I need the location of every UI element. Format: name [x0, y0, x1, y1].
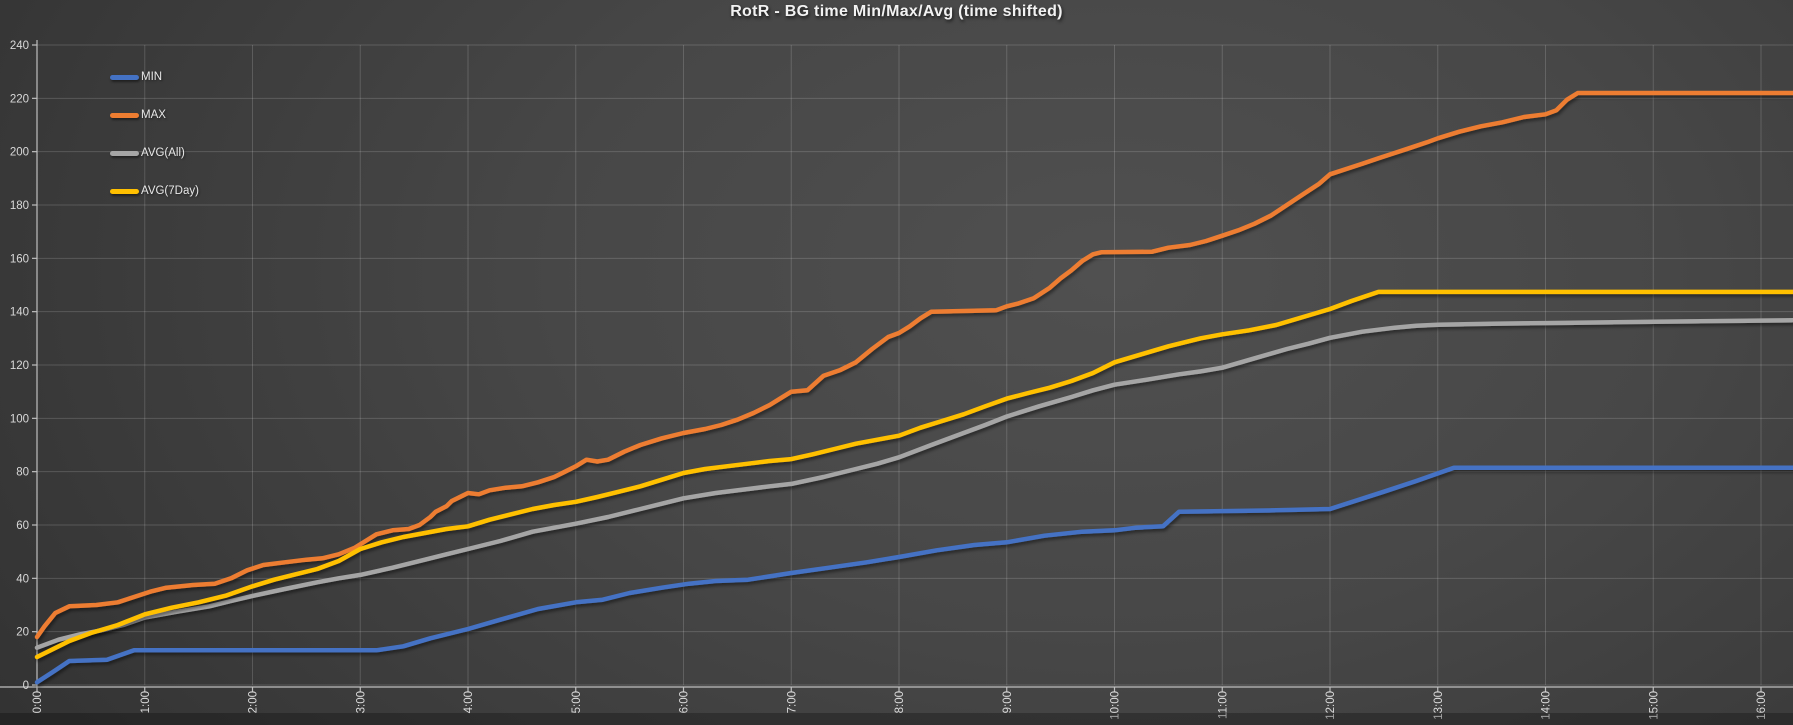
x-tick-label: 5:00: [571, 691, 583, 713]
y-tick-label: 80: [16, 467, 29, 479]
legend-swatch-max-icon: [110, 112, 139, 118]
x-tick-label: 7:00: [786, 691, 798, 713]
x-axis[interactable]: 0:00 1:00 2:00 3:00 4:00 5:00 6:00 7:00 8:00 9:00…: [32, 691, 1768, 720]
axes: [0, 40, 1793, 692]
y-tick-label: 100: [10, 413, 29, 425]
legend-swatch-min-icon: [110, 74, 139, 80]
legend-item-min[interactable]: MIN: [110, 58, 199, 96]
x-tick-label: 0:00: [32, 691, 44, 713]
y-tick-label: 160: [10, 253, 29, 265]
legend-label-avg-all: AVG(All): [141, 147, 185, 159]
x-tick-label: 3:00: [355, 691, 367, 713]
series-line-max[interactable]: [34, 90, 1793, 640]
legend-swatch-avg-all-icon: [110, 150, 139, 156]
legend-swatch-avg-7day-icon: [110, 188, 139, 194]
series-line-avg-7day[interactable]: [34, 289, 1793, 660]
y-tick-label: 40: [16, 573, 29, 585]
chart-title[interactable]: RotR - BG time Min/Max/Avg (time shifted…: [730, 3, 1063, 20]
x-tick-label: 1:00: [140, 691, 152, 713]
x-tick-label: 11:00: [1217, 691, 1229, 719]
y-tick-label: 0: [23, 680, 29, 692]
bottom-band: [0, 713, 1793, 725]
series-line-avg-all[interactable]: [34, 317, 1793, 650]
y-tick-label: 60: [16, 520, 29, 532]
x-tick-label: 4:00: [463, 691, 475, 713]
y-tick-label: 20: [16, 627, 29, 639]
x-tick-label: 10:00: [1110, 691, 1122, 720]
y-tick-label: 240: [10, 40, 29, 52]
x-tick-label: 14:00: [1541, 691, 1553, 720]
x-tick-label: 16:00: [1756, 691, 1768, 720]
gridlines: [36, 44, 1793, 686]
x-tick-label: 9:00: [1002, 691, 1014, 713]
x-tick-label: 15:00: [1648, 691, 1660, 720]
series-line-min[interactable]: [34, 465, 1793, 685]
x-tick-label: 13:00: [1433, 691, 1445, 720]
x-tick-label: 8:00: [894, 691, 906, 713]
y-tick-label: 220: [10, 93, 29, 105]
y-tick-label: 120: [10, 360, 29, 372]
legend-label-avg-7day: AVG(7Day): [141, 185, 199, 197]
y-tick-label: 200: [10, 147, 29, 159]
legend-item-avg-all[interactable]: AVG(All): [110, 134, 199, 172]
legend-label-min: MIN: [141, 71, 163, 83]
x-tick-label: 12:00: [1325, 691, 1337, 720]
y-tick-label: 180: [10, 200, 29, 212]
legend: MIN MAX AVG(All) AVG(7Day): [110, 58, 199, 210]
legend-item-max[interactable]: MAX: [110, 96, 199, 134]
legend-item-avg-7day[interactable]: AVG(7Day): [110, 172, 199, 210]
legend-label-max: MAX: [141, 109, 166, 121]
x-tick-label: 6:00: [679, 691, 691, 713]
y-tick-label: 140: [10, 307, 29, 319]
y-axis[interactable]: 0 20 40 60 80 100 120 140 160 180 200 220 240: [10, 40, 29, 692]
x-tick-label: 2:00: [248, 691, 260, 713]
